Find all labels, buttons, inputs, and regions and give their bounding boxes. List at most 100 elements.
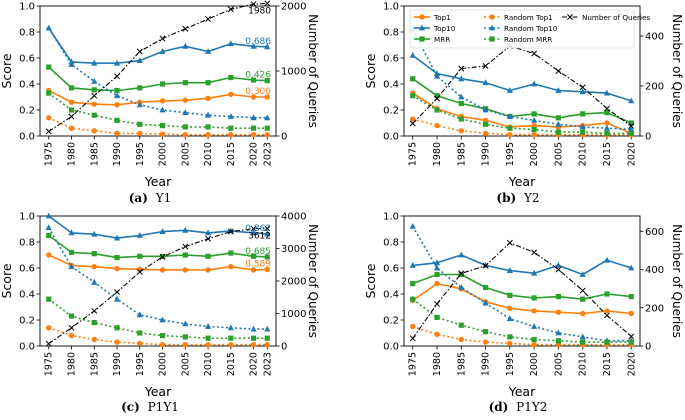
data-point <box>433 72 441 79</box>
data-point <box>410 281 416 287</box>
data-point <box>91 78 98 84</box>
x-tick-label: 1980 <box>67 352 78 376</box>
caption-name: Y1 <box>155 191 172 205</box>
data-point <box>159 342 166 348</box>
data-point <box>228 342 234 348</box>
data-point <box>68 85 75 91</box>
x-tick-label: 2005 <box>553 142 564 166</box>
data-point <box>506 267 513 273</box>
x-tick-label: 1995 <box>505 352 516 376</box>
series-line <box>48 254 268 271</box>
y2-tick-label: 0 <box>281 342 287 353</box>
y2-axis-label: Number of Queries <box>670 224 684 338</box>
y-tick-label: 0.0 <box>383 132 399 143</box>
caption-a: (a) Y1 <box>129 191 172 205</box>
data-point <box>250 229 257 236</box>
x-tick-label: 2010 <box>578 142 589 166</box>
data-point <box>114 130 120 137</box>
x-tick-label: 2015 <box>602 142 613 166</box>
caption-label: (d) <box>489 400 509 414</box>
data-point <box>507 125 513 131</box>
x-tick-label: 2015 <box>226 352 237 376</box>
legend-label: MRR <box>434 35 450 44</box>
data-point <box>205 16 212 22</box>
x-tick-label: 1985 <box>89 352 100 376</box>
data-point <box>628 120 634 126</box>
y2-tick-label: 0 <box>645 342 651 353</box>
legend-box <box>409 9 635 49</box>
data-point <box>434 280 440 287</box>
x-tick-label: 1995 <box>135 142 146 166</box>
data-point <box>250 132 257 138</box>
data-point <box>182 109 189 115</box>
x-tick-label: 1980 <box>432 352 443 376</box>
legend-marker <box>419 14 425 20</box>
data-point <box>137 130 143 137</box>
data-point <box>228 74 234 81</box>
data-point <box>434 300 440 307</box>
data-point <box>458 336 465 343</box>
data-point <box>555 87 562 93</box>
x-tick-label: 1995 <box>505 142 516 166</box>
data-point <box>579 84 586 91</box>
series-top10 <box>45 212 271 241</box>
series-line <box>412 282 632 315</box>
series-line <box>48 2 268 132</box>
data-point <box>555 309 562 315</box>
data-point <box>531 111 537 117</box>
data-point <box>555 338 562 344</box>
data-point <box>68 332 75 339</box>
data-point <box>182 42 189 49</box>
y-tick-label: 0.8 <box>383 28 399 39</box>
data-point <box>458 93 465 100</box>
data-point <box>507 132 513 138</box>
y-tick-label: 0.6 <box>19 54 35 65</box>
data-point <box>45 340 52 347</box>
x-tick-label: 2015 <box>602 352 613 376</box>
y-tick-label: 0.6 <box>383 264 399 275</box>
data-point <box>410 296 416 302</box>
x-tick-label: 2020 <box>249 142 260 166</box>
data-point <box>159 253 166 260</box>
data-point <box>159 48 166 54</box>
x-tick-label: 2000 <box>529 142 540 166</box>
data-point <box>205 335 211 341</box>
y2-tick-label: 3000 <box>281 244 306 255</box>
caption-d: (d) P1Y2 <box>489 400 548 414</box>
x-tick-label: 1985 <box>456 142 467 166</box>
data-point <box>434 93 440 99</box>
data-point <box>458 251 465 258</box>
y2-tick-label: 200 <box>645 303 664 314</box>
data-point <box>91 230 98 237</box>
data-point <box>182 252 188 258</box>
y-tick-label: 0.2 <box>19 316 35 327</box>
series-random-top1 <box>46 325 270 348</box>
data-point <box>506 87 513 93</box>
data-point <box>68 107 75 113</box>
y-tick-label: 0.2 <box>383 316 399 327</box>
y-tick-label: 0.4 <box>19 80 35 91</box>
plot-frame <box>39 5 277 137</box>
y-axis-label: Score <box>363 53 378 88</box>
legend-entry-mrr: MRR <box>414 35 450 44</box>
x-tick-label: 1990 <box>481 352 492 376</box>
data-point <box>579 88 586 95</box>
data-label-number-of-queries: 3612 <box>248 231 271 241</box>
data-point <box>531 323 538 329</box>
data-point <box>555 262 562 268</box>
x-axis-label: Year <box>508 384 536 399</box>
data-point <box>250 94 257 100</box>
data-label-top1: 0.589 <box>245 259 271 269</box>
data-point <box>604 291 610 297</box>
data-point <box>205 342 211 348</box>
data-point <box>182 342 189 348</box>
series-number-of-queries <box>45 225 271 347</box>
data-point <box>482 63 489 69</box>
y-tick-label: 0.4 <box>383 80 399 91</box>
legend-label: Number of Queries <box>582 13 650 22</box>
legend: Top1 Random Top1 Number of Queries Top10 Ran… <box>409 9 650 49</box>
series-mrr <box>46 232 270 261</box>
data-point <box>46 64 52 70</box>
data-point <box>136 232 143 238</box>
data-point <box>113 295 121 302</box>
